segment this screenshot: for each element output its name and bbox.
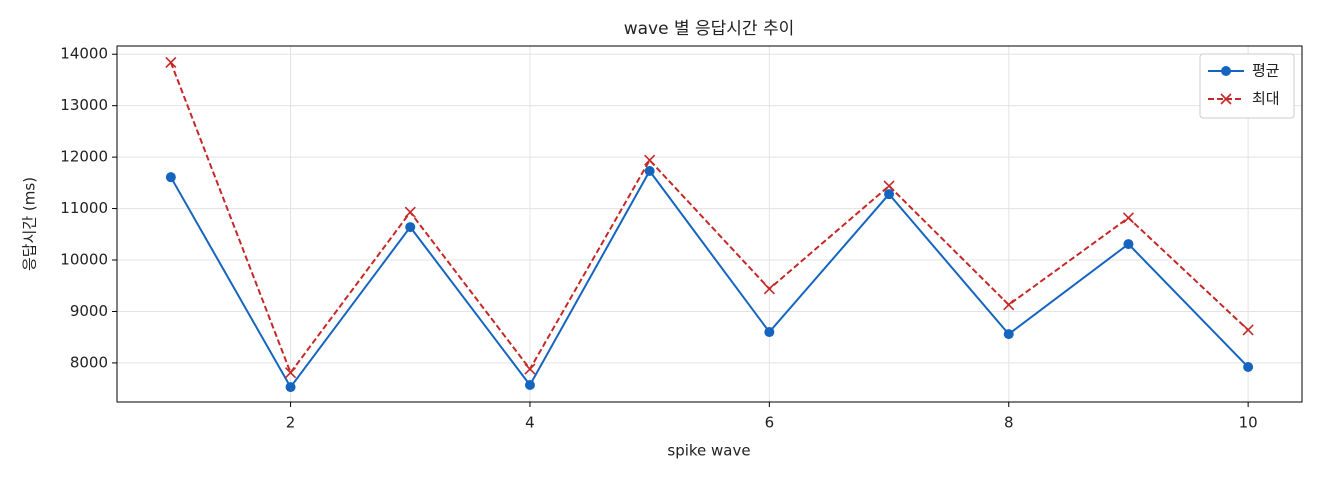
x-tick-label: 6 — [765, 414, 775, 432]
y-tick-label: 9000 — [70, 302, 108, 320]
marker — [1003, 299, 1015, 311]
y-tick-label: 12000 — [60, 148, 108, 166]
x-tick-label: 4 — [525, 414, 535, 432]
marker — [884, 189, 895, 200]
x-tick-label: 10 — [1239, 414, 1258, 432]
marker — [404, 206, 416, 218]
legend-marker — [1221, 66, 1231, 76]
marker — [1242, 324, 1254, 336]
marker — [764, 327, 775, 338]
y-tick-label: 11000 — [60, 199, 108, 217]
marker — [644, 154, 656, 166]
marker — [285, 382, 296, 393]
legend-marker — [1220, 93, 1232, 105]
marker — [165, 172, 176, 183]
y-tick-label: 10000 — [60, 251, 108, 269]
legend-label: 평균 — [1252, 62, 1280, 80]
x-tick-label: 2 — [286, 414, 296, 432]
marker — [284, 367, 297, 379]
y-tick-label: 13000 — [60, 96, 108, 114]
marker — [1122, 212, 1135, 224]
y-tick-label: 14000 — [60, 45, 108, 63]
chart-title: wave 별 응답시간 추이 — [624, 19, 795, 39]
y-tick-label: 8000 — [70, 353, 108, 371]
marker — [1243, 362, 1254, 373]
marker — [1003, 329, 1014, 340]
line — [169, 62, 1249, 375]
marker — [524, 363, 536, 375]
line — [169, 169, 1249, 389]
legend-box — [1199, 53, 1295, 119]
plot-frame — [116, 45, 1303, 403]
marker — [763, 283, 775, 295]
legend-label: 최대 — [1252, 90, 1280, 108]
marker — [883, 180, 895, 192]
marker — [1123, 239, 1134, 250]
y-axis-label: 응답시간 (ms) — [21, 177, 39, 271]
marker — [405, 222, 416, 233]
marker — [644, 166, 655, 177]
x-tick-label: 8 — [1004, 414, 1014, 432]
marker — [165, 56, 177, 69]
marker — [524, 380, 535, 391]
x-axis-label: spike wave — [667, 442, 750, 460]
